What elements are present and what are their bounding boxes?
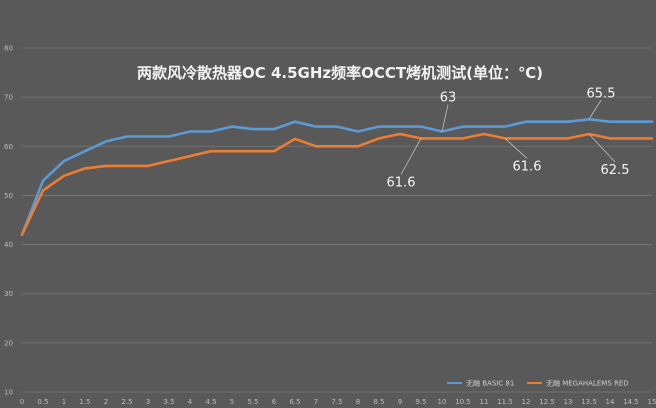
x-tick-label: 7.5	[331, 398, 342, 406]
x-tick-label: 3.5	[163, 398, 174, 406]
x-tick-label: 4	[188, 398, 193, 406]
x-tick-label: 9.5	[415, 398, 426, 406]
series-line-1	[20, 118, 654, 236]
x-tick-label: 6	[272, 398, 277, 406]
annotation-leader	[504, 138, 528, 159]
x-tick-label: 2.5	[121, 398, 132, 406]
legend-label-series-1: 无融 BASIC 81	[466, 379, 514, 388]
x-tick-label: 1.5	[79, 398, 90, 406]
data-label: 61.6	[513, 159, 542, 174]
data-label: 63	[440, 91, 457, 106]
x-tick-label: 13.5	[581, 398, 597, 406]
data-annotations: 63 65.5 61.6 61.6 62.5	[387, 86, 630, 190]
x-tick-label: 7	[314, 398, 318, 406]
x-tick-label: 15	[648, 398, 656, 406]
x-tick-label: 12.5	[539, 398, 555, 406]
chart-title: 两款风冷散热器OC 4.5GHz频率OCCT烤机测试(单位：℃)	[137, 64, 543, 82]
x-tick-label: 8	[356, 398, 360, 406]
y-tick-label: 50	[4, 192, 13, 200]
y-tick-label: 30	[4, 290, 13, 298]
x-axis-tick-labels: 0 0.5 1 1.5 2 2.5 3 3.5 4 4.5 5 5.5 6 6.5 7 7.5 8 8.5 9 9.5…	[20, 398, 656, 406]
x-tick-label: 0	[20, 398, 24, 406]
x-tick-label: 4.5	[205, 398, 216, 406]
y-tick-label: 10	[4, 389, 13, 397]
series-line-2	[20, 132, 654, 236]
y-tick-label: 70	[4, 94, 13, 102]
x-tick-label: 5	[230, 398, 234, 406]
y-tick-label: 60	[4, 143, 13, 151]
data-label: 62.5	[601, 163, 630, 178]
x-tick-label: 12	[522, 398, 531, 406]
annotation-leader	[441, 104, 449, 132]
x-tick-label: 5.5	[247, 398, 258, 406]
x-tick-label: 6.5	[289, 398, 300, 406]
x-tick-label: 10.5	[455, 398, 471, 406]
annotation-leader	[588, 100, 602, 120]
x-tick-label: 1	[62, 398, 66, 406]
series-lines	[20, 118, 654, 236]
annotation-leader	[588, 133, 616, 163]
x-tick-label: 14.5	[623, 398, 639, 406]
x-tick-label: 13	[564, 398, 573, 406]
annotation-leader	[400, 138, 422, 175]
x-tick-label: 9	[398, 398, 402, 406]
x-tick-label: 0.5	[37, 398, 48, 406]
x-tick-label: 14	[606, 398, 615, 406]
y-axis-tick-labels: 10 20 30 40 50 60 70 80	[4, 45, 13, 397]
x-tick-label: 3	[146, 398, 150, 406]
x-tick-label: 2	[104, 398, 108, 406]
legend: 无融 BASIC 81 无融 MEGAHALEMS RED	[447, 379, 629, 388]
y-tick-label: 80	[4, 45, 13, 53]
y-tick-label: 40	[4, 241, 13, 249]
data-label: 61.6	[387, 175, 416, 190]
data-label: 65.5	[587, 86, 616, 101]
x-tick-label: 11.5	[497, 398, 513, 406]
x-tick-label: 11	[480, 398, 489, 406]
legend-label-series-2: 无融 MEGAHALEMS RED	[546, 379, 629, 388]
y-tick-label: 20	[4, 339, 13, 347]
x-tick-label: 8.5	[373, 398, 384, 406]
x-tick-label: 10	[438, 398, 447, 406]
